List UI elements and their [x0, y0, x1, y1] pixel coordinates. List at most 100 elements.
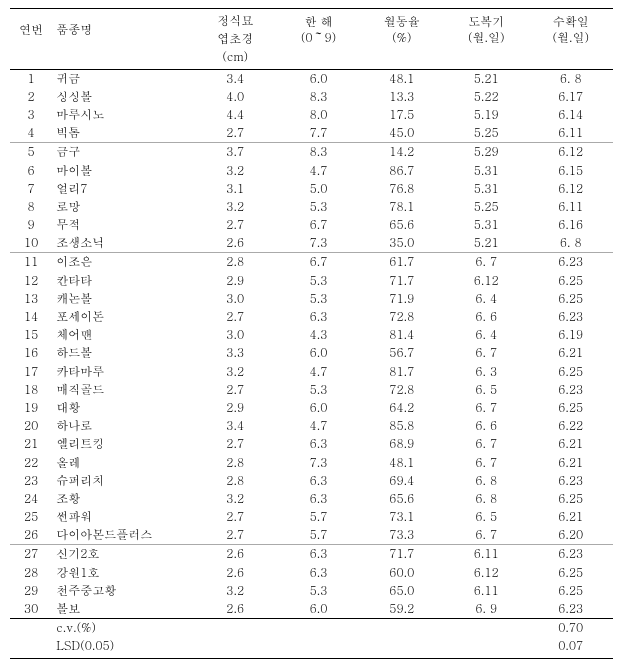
- cell-a: 3.0: [193, 290, 277, 308]
- th-d: 도복기 (월.일): [444, 9, 528, 49]
- cell-a: 4.4: [193, 106, 277, 124]
- cell-c: 61.7: [360, 253, 444, 272]
- cell-name: 이조은: [52, 253, 193, 272]
- cell-d: 5.25: [444, 198, 528, 216]
- cell-a: 2.6: [193, 234, 277, 253]
- cell-c: 71.7: [360, 545, 444, 564]
- cell-b: 6.3: [277, 545, 359, 564]
- cell-no: 14: [10, 308, 52, 326]
- cell-d: 5.31: [444, 180, 528, 198]
- cell-no: 11: [10, 253, 52, 272]
- cell-b: 6.3: [277, 435, 359, 453]
- cell-name: 마이볼: [52, 162, 193, 180]
- cell-b: 6.7: [277, 253, 359, 272]
- cell-name: 매직골드: [52, 381, 193, 399]
- cell-no: 9: [10, 216, 52, 234]
- cell-c: 81.7: [360, 363, 444, 381]
- cell-no: 13: [10, 290, 52, 308]
- cell-b: 4.7: [277, 417, 359, 435]
- cell-e: 6.23: [528, 600, 613, 619]
- table-row: 11이조은2.86.761.76. 76.23: [10, 253, 613, 272]
- table-row: 1귀금3.46.048.15.216. 8: [10, 69, 613, 88]
- cell-name: 무적: [52, 216, 193, 234]
- cell-e: 6.25: [528, 363, 613, 381]
- table-row: 30볼보2.66.059.26. 96.23: [10, 600, 613, 619]
- cell-no: 29: [10, 582, 52, 600]
- cell-a: 2.9: [193, 272, 277, 290]
- cell-a: 3.1: [193, 180, 277, 198]
- cell-e: 6.17: [528, 88, 613, 106]
- cell-d: 5.31: [444, 162, 528, 180]
- cell-name: 마루시노: [52, 106, 193, 124]
- cell-no: 28: [10, 564, 52, 582]
- table-row: 25썬파워2.75.773.16. 56.21: [10, 508, 613, 526]
- cell-a: 2.6: [193, 600, 277, 619]
- cell-no: 2: [10, 88, 52, 106]
- cell-d: 5.19: [444, 106, 528, 124]
- cell-b: 7.7: [277, 124, 359, 143]
- cell-d: 6.11: [444, 545, 528, 564]
- cell-name: 볼보: [52, 600, 193, 619]
- cell-no: 8: [10, 198, 52, 216]
- cell-a: 2.7: [193, 308, 277, 326]
- cell-d: 5.22: [444, 88, 528, 106]
- cell-name: 빅톰: [52, 124, 193, 143]
- cell-no: 6: [10, 162, 52, 180]
- cell-d: 5.29: [444, 143, 528, 162]
- cell-e: 6.20: [528, 526, 613, 545]
- cell-name: 금구: [52, 143, 193, 162]
- cell-e: 6.21: [528, 508, 613, 526]
- cell-c: 72.8: [360, 381, 444, 399]
- cell-b: 6.3: [277, 564, 359, 582]
- th-name: 품종명: [52, 9, 193, 49]
- cell-d: 5.21: [444, 234, 528, 253]
- table-row: 12칸타타2.95.371.76.126.25: [10, 272, 613, 290]
- cell-a: 3.4: [193, 69, 277, 88]
- th-b-l2: (0～9): [301, 29, 336, 46]
- cell-c: 56.7: [360, 344, 444, 362]
- table-row: 13캐논볼3.05.371.96. 46.25: [10, 290, 613, 308]
- cell-b: 7.3: [277, 454, 359, 472]
- table-row: 3마루시노4.48.017.55.196.14: [10, 106, 613, 124]
- cell-e: 6.12: [528, 180, 613, 198]
- th-e: 수확일 (월.일): [528, 9, 613, 49]
- cell-b: 5.3: [277, 198, 359, 216]
- cell-no: 12: [10, 272, 52, 290]
- th-b: 한 해 (0～9): [277, 9, 359, 49]
- table-row: 18매직골드2.75.372.86. 56.23: [10, 381, 613, 399]
- lsd-label: LSD(0.05): [52, 637, 193, 658]
- cell-a: 2.7: [193, 508, 277, 526]
- cell-d: 6. 7: [444, 526, 528, 545]
- table-row: 4빅톰2.77.745.05.256.11: [10, 124, 613, 143]
- cell-name: 얼리7: [52, 180, 193, 198]
- cell-b: 6.0: [277, 69, 359, 88]
- th-b-l1: 한 해: [304, 13, 332, 30]
- cell-e: 6.11: [528, 124, 613, 143]
- th-a-3: (cm): [193, 48, 277, 69]
- cell-no: 10: [10, 234, 52, 253]
- cell-a: 2.7: [193, 216, 277, 234]
- cell-b: 8.0: [277, 106, 359, 124]
- cell-b: 6.3: [277, 472, 359, 490]
- th-d-l1: 도복기: [468, 13, 504, 30]
- cell-e: 6.11: [528, 198, 613, 216]
- cell-no: 15: [10, 326, 52, 344]
- cell-a: 2.7: [193, 435, 277, 453]
- cell-a: 2.8: [193, 454, 277, 472]
- cell-no: 22: [10, 454, 52, 472]
- cell-d: 6.12: [444, 564, 528, 582]
- table-row: 14포세이돈2.76.372.86. 66.23: [10, 308, 613, 326]
- table-row: 29천주중고황3.25.365.06.116.25: [10, 582, 613, 600]
- cell-b: 6.0: [277, 344, 359, 362]
- table-row: 15체어맨3.04.381.46. 46.19: [10, 326, 613, 344]
- cell-c: 73.3: [360, 526, 444, 545]
- cell-no: 19: [10, 399, 52, 417]
- cell-a: 2.8: [193, 472, 277, 490]
- cell-c: 48.1: [360, 454, 444, 472]
- table-body: 1귀금3.46.048.15.216. 82싱싱볼4.08.313.35.226…: [10, 69, 613, 619]
- cell-b: 8.3: [277, 143, 359, 162]
- table-row: 21엘리트킹2.76.368.96. 76.21: [10, 435, 613, 453]
- cell-e: 6.23: [528, 381, 613, 399]
- th-d-l2: (월.일): [468, 29, 505, 46]
- table-row: 27신기2호2.66.371.76.116.23: [10, 545, 613, 564]
